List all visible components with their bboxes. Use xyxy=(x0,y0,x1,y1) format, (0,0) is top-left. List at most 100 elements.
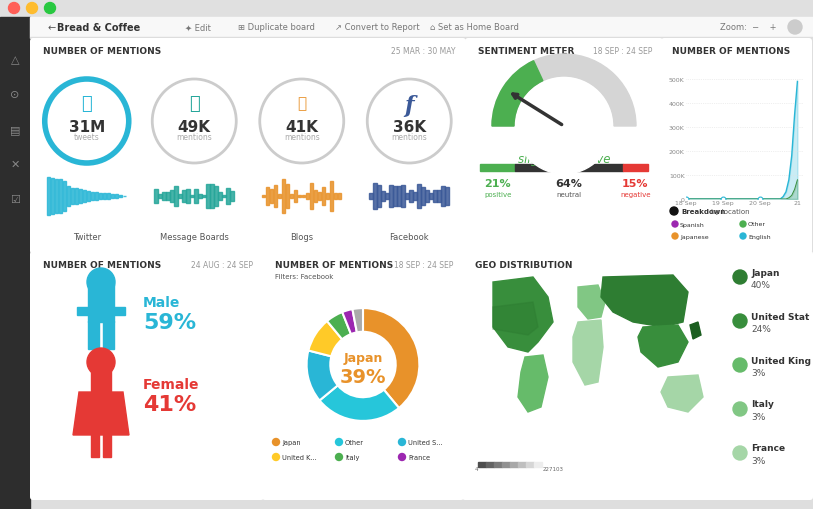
Bar xyxy=(174,187,178,206)
FancyBboxPatch shape xyxy=(462,251,813,500)
Text: positive: positive xyxy=(484,191,511,197)
Bar xyxy=(198,194,202,199)
Text: NUMBER OF MENTIONS: NUMBER OF MENTIONS xyxy=(43,47,161,56)
Text: ⊞ Duplicate board: ⊞ Duplicate board xyxy=(238,23,315,33)
Bar xyxy=(98,193,102,200)
Text: Bread & Coffee: Bread & Coffee xyxy=(57,23,141,33)
Circle shape xyxy=(152,80,237,164)
Wedge shape xyxy=(492,55,636,127)
Text: 21%: 21% xyxy=(485,179,511,189)
Bar xyxy=(446,187,449,206)
Bar xyxy=(103,321,114,349)
Bar xyxy=(0,18,30,509)
Bar xyxy=(215,187,218,207)
Text: NUMBER OF MENTIONS: NUMBER OF MENTIONS xyxy=(672,47,790,56)
Text: Italy: Italy xyxy=(751,400,774,409)
Bar xyxy=(298,195,301,198)
Text: GEO DISTRIBUTION: GEO DISTRIBUTION xyxy=(475,260,572,269)
Bar xyxy=(59,180,62,213)
Polygon shape xyxy=(493,302,538,335)
Bar xyxy=(166,192,170,201)
Text: Breakdown: Breakdown xyxy=(681,209,725,215)
Circle shape xyxy=(740,221,746,228)
Circle shape xyxy=(272,454,280,461)
Bar xyxy=(91,192,94,201)
Bar xyxy=(50,178,54,215)
Text: Male: Male xyxy=(143,295,180,309)
Text: 3%: 3% xyxy=(751,369,765,378)
Text: Twitter: Twitter xyxy=(72,232,101,241)
Bar xyxy=(441,186,445,207)
Bar xyxy=(534,462,542,467)
Text: 49K: 49K xyxy=(178,119,211,134)
Bar xyxy=(83,190,86,203)
Bar xyxy=(429,193,433,200)
Wedge shape xyxy=(352,308,363,333)
Circle shape xyxy=(87,268,115,296)
Bar xyxy=(88,321,99,349)
Bar xyxy=(170,191,174,202)
Bar xyxy=(369,193,372,200)
Circle shape xyxy=(45,4,55,14)
Circle shape xyxy=(27,4,37,14)
Text: Japanese: Japanese xyxy=(680,234,709,239)
Bar xyxy=(377,186,380,207)
Bar xyxy=(389,186,393,208)
Circle shape xyxy=(740,234,746,240)
Text: 40%: 40% xyxy=(751,281,771,290)
Bar xyxy=(54,180,59,214)
Circle shape xyxy=(398,454,406,461)
Polygon shape xyxy=(601,275,688,327)
Text: ✦ Edit: ✦ Edit xyxy=(185,23,211,33)
Bar xyxy=(119,196,122,197)
Bar xyxy=(322,187,325,206)
Text: by location: by location xyxy=(711,209,750,215)
Bar xyxy=(310,184,313,210)
Polygon shape xyxy=(73,392,129,435)
Bar xyxy=(102,194,107,199)
Text: 📶: 📶 xyxy=(298,96,307,111)
Text: ▤: ▤ xyxy=(10,125,20,135)
Bar xyxy=(502,462,510,467)
Bar xyxy=(433,191,437,203)
Bar xyxy=(373,184,376,209)
Polygon shape xyxy=(573,320,603,385)
Text: France: France xyxy=(408,454,430,460)
Polygon shape xyxy=(661,375,703,412)
Text: 41K: 41K xyxy=(285,119,318,134)
Circle shape xyxy=(672,221,678,228)
Bar xyxy=(334,194,337,200)
Bar xyxy=(381,192,385,201)
Text: 31M: 31M xyxy=(68,119,105,134)
Bar xyxy=(211,185,214,208)
Bar xyxy=(314,190,317,203)
Text: ☑: ☑ xyxy=(10,194,20,205)
Bar xyxy=(282,180,285,214)
Text: ✕: ✕ xyxy=(11,160,20,169)
Text: ←: ← xyxy=(48,23,56,33)
Text: ⌂ Set as Home Board: ⌂ Set as Home Board xyxy=(430,23,519,33)
Text: United K...: United K... xyxy=(282,454,317,460)
Bar xyxy=(123,196,126,197)
Circle shape xyxy=(788,21,802,35)
Text: SENTIMENT METER: SENTIMENT METER xyxy=(478,47,574,56)
Bar xyxy=(398,186,401,207)
Text: ↗ Convert to Report: ↗ Convert to Report xyxy=(335,23,420,33)
Text: France: France xyxy=(751,444,785,453)
Circle shape xyxy=(272,439,280,445)
Text: Japan: Japan xyxy=(282,439,301,445)
Text: 💬: 💬 xyxy=(189,95,200,113)
Polygon shape xyxy=(638,325,688,367)
FancyBboxPatch shape xyxy=(465,39,663,254)
Bar xyxy=(480,165,515,172)
FancyBboxPatch shape xyxy=(661,39,812,254)
FancyBboxPatch shape xyxy=(30,251,264,500)
Polygon shape xyxy=(690,322,701,340)
Wedge shape xyxy=(327,313,351,340)
Bar xyxy=(326,193,329,200)
Circle shape xyxy=(733,270,747,285)
Bar xyxy=(274,186,277,207)
Text: 15%: 15% xyxy=(622,179,649,189)
Text: United S...: United S... xyxy=(408,439,442,445)
Text: 36K: 36K xyxy=(393,119,426,134)
